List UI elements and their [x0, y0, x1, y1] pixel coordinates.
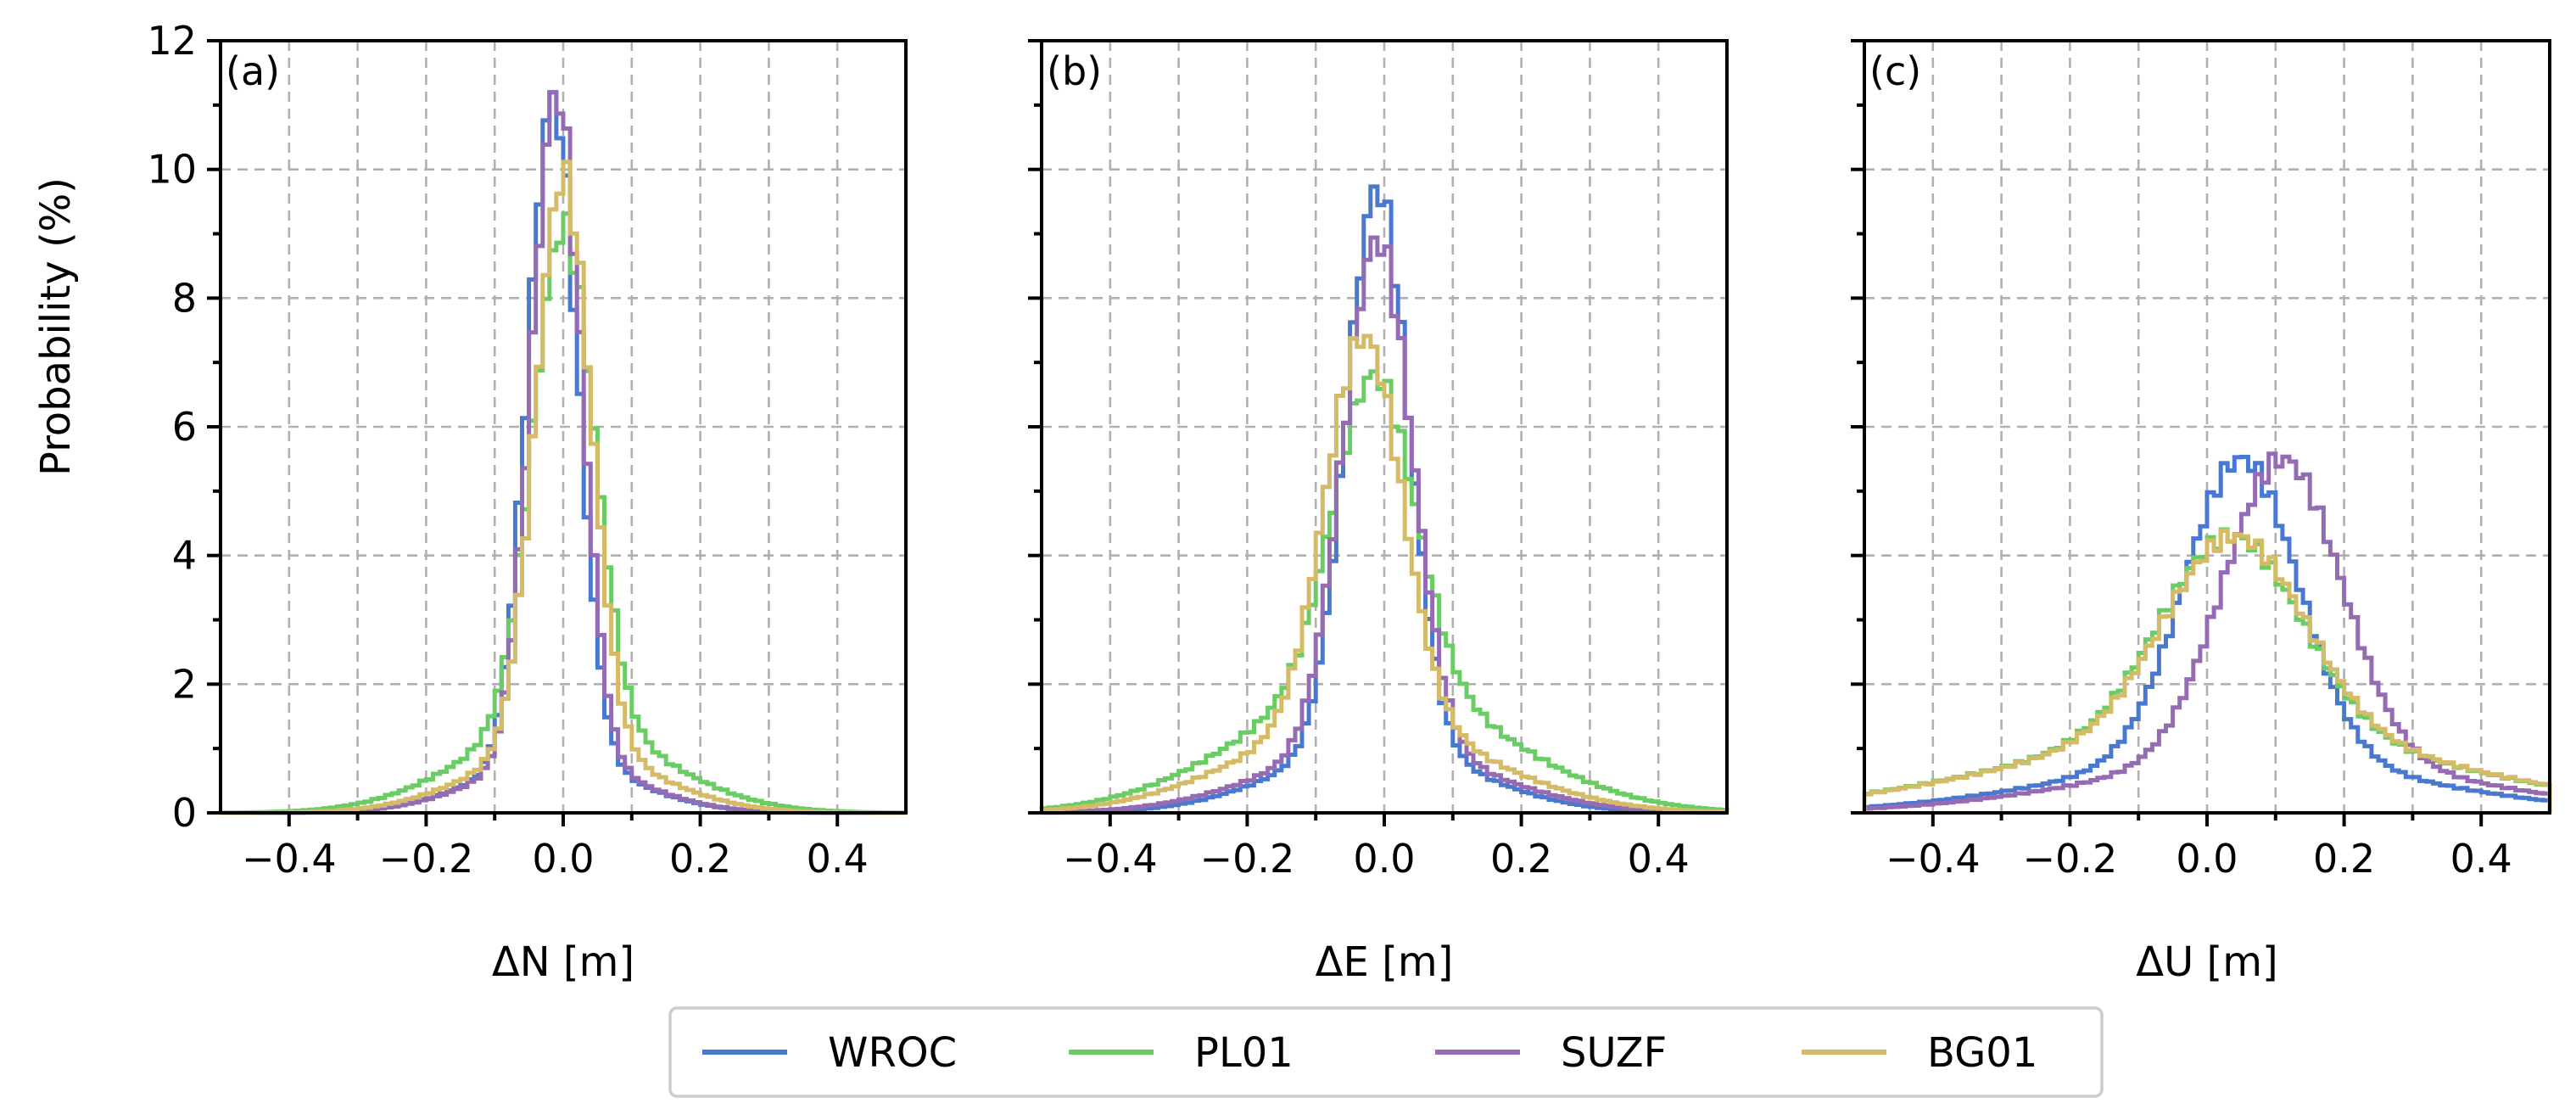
series-wroc — [1862, 455, 2552, 813]
legend-label-suzf: SUZF — [1561, 1029, 1667, 1077]
series-suzf — [1039, 235, 1729, 815]
panel-tag: (c) — [1869, 48, 1921, 94]
x-tick-label: 0.2 — [1490, 836, 1552, 882]
legend: WROC PL01 SUZF BG01 — [668, 1006, 2104, 1098]
x-tick-label: 0.4 — [1628, 836, 1690, 882]
panel-tag: (a) — [226, 48, 280, 94]
panel-3: −0.4 −0.2 0.0 0.2 0.4 (c) ΔU [m] — [1851, 39, 2552, 986]
x-axis-label: ΔN [m] — [492, 938, 634, 986]
series-suzf — [1862, 451, 2552, 813]
x-tick-label: 0.0 — [2176, 836, 2238, 882]
legend-label-pl01: PL01 — [1194, 1029, 1294, 1077]
legend-frame — [668, 1006, 2104, 1098]
x-tick-label: −0.4 — [1063, 836, 1158, 882]
series-pl01 — [218, 211, 908, 815]
x-tick-label: −0.2 — [1200, 836, 1295, 882]
x-axis-label: ΔU [m] — [2136, 938, 2277, 986]
x-tick-label: 0.2 — [2313, 836, 2375, 882]
panel-tag: (b) — [1047, 48, 1102, 94]
y-tick-label: 6 — [172, 404, 197, 450]
panel-2: −0.4 −0.2 0.0 0.2 0.4 (b) ΔE [m] — [1028, 39, 1729, 986]
y-tick-label: 0 — [172, 790, 197, 836]
x-tick-label: 0.0 — [532, 836, 594, 882]
x-tick-label: 0.4 — [2450, 836, 2512, 882]
x-tick-label: −0.4 — [242, 836, 337, 882]
legend-label-bg01: BG01 — [1927, 1029, 2037, 1077]
x-tick-label: −0.4 — [1886, 836, 1981, 882]
y-axis-label: Probability (%) — [32, 177, 80, 476]
legend-label-wroc: WROC — [828, 1029, 957, 1077]
y-tick-label: 4 — [172, 533, 197, 579]
y-tick-label: 10 — [147, 147, 197, 193]
x-tick-label: 0.0 — [1353, 836, 1415, 882]
series-bg01 — [221, 160, 906, 815]
y-tick-label: 12 — [147, 18, 197, 64]
x-tick-label: 0.2 — [669, 836, 731, 882]
y-tick-label: 8 — [172, 275, 197, 321]
series-bg01 — [1039, 333, 1729, 815]
x-axis-label: ΔE [m] — [1316, 938, 1454, 986]
x-tick-label: −0.2 — [2023, 836, 2118, 882]
x-tick-label: −0.2 — [379, 836, 474, 882]
y-tick-label: 2 — [172, 661, 197, 707]
x-tick-label: 0.4 — [807, 836, 869, 882]
panel-1: −0.4 −0.2 0.0 0.2 0.4 0 2 4 6 8 10 12 (a) ΔN [m] — [147, 18, 908, 986]
series-bg01 — [1862, 529, 2552, 813]
